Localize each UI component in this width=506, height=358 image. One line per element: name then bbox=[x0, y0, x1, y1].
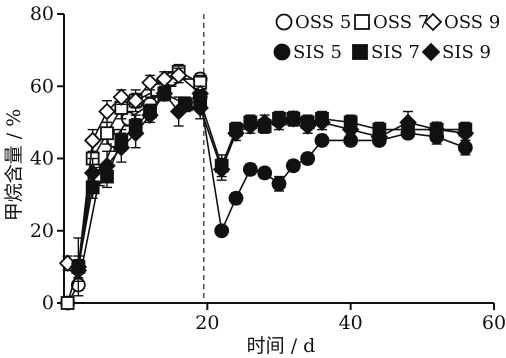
legend: OSS 5 OSS 7 OSS 9 SIS 5 SIS 7 SIS 9 bbox=[273, 12, 500, 63]
legend-marker-oss-9 bbox=[423, 12, 443, 32]
data-point-oss-9 bbox=[141, 73, 159, 92]
data-point-sis-9 bbox=[427, 120, 446, 139]
legend-label-oss-9: OSS 9 bbox=[444, 12, 500, 33]
data-point-oss-7 bbox=[100, 126, 114, 141]
data-point-sis-5 bbox=[257, 165, 273, 181]
data-point-sis-9 bbox=[141, 106, 159, 124]
data-point-sis-9 bbox=[255, 113, 274, 132]
data-point-sis-9 bbox=[270, 113, 288, 132]
y-axis-title: 甲烷含量 / % bbox=[3, 109, 25, 222]
legend-marker-oss-7 bbox=[354, 14, 370, 30]
x-tick-label: 20 bbox=[195, 312, 219, 334]
data-point-oss-9 bbox=[83, 131, 102, 150]
series-line-sis-5 bbox=[199, 96, 466, 234]
data-point-sis-5 bbox=[214, 223, 230, 239]
data-point-oss-9 bbox=[126, 91, 145, 110]
series-sis-5 bbox=[192, 89, 473, 239]
legend-item-sis-5: SIS 5 bbox=[273, 42, 342, 63]
data-point-sis-9 bbox=[212, 160, 231, 179]
legend-item-oss-5: OSS 5 bbox=[275, 12, 351, 33]
x-tick-label: 60 bbox=[482, 312, 506, 334]
data-point-oss-9 bbox=[98, 102, 116, 121]
data-point-sis-9 bbox=[313, 113, 331, 132]
legend-label-sis-9: SIS 9 bbox=[442, 42, 491, 63]
y-tick-label: 20 bbox=[30, 220, 54, 242]
legend-label-oss-7: OSS 7 bbox=[373, 12, 429, 33]
y-tick-label: 0 bbox=[42, 292, 54, 314]
data-point-sis-5 bbox=[300, 151, 316, 166]
data-point-sis-5 bbox=[228, 190, 244, 206]
legend-item-oss-9: OSS 9 bbox=[423, 12, 500, 33]
y-tick-label: 80 bbox=[30, 3, 54, 25]
y-tick-label: 40 bbox=[30, 148, 54, 170]
data-point-sis-9 bbox=[298, 117, 317, 135]
axes: 0 20 40 60 80 20 40 60 bbox=[30, 3, 506, 334]
data-point-oss-9 bbox=[169, 66, 188, 85]
data-point-sis-9 bbox=[241, 117, 260, 135]
data-point-sis-9 bbox=[341, 120, 360, 139]
data-point-sis-5 bbox=[314, 133, 330, 148]
y-tick-label: 60 bbox=[30, 75, 54, 97]
data-point-sis-9 bbox=[126, 124, 145, 142]
data-point-sis-9 bbox=[284, 109, 303, 128]
data-point-sis-9 bbox=[191, 99, 209, 117]
legend-label-sis-5: SIS 5 bbox=[293, 42, 342, 63]
data-point-sis-9 bbox=[456, 124, 475, 142]
data-point-sis-9 bbox=[155, 84, 174, 103]
legend-item-sis-9: SIS 9 bbox=[421, 42, 491, 63]
series-sis-9 bbox=[69, 84, 475, 283]
legend-marker-sis-9 bbox=[421, 42, 441, 62]
data-point-sis-9 bbox=[83, 164, 102, 182]
data-point-oss-7 bbox=[60, 296, 75, 310]
data-point-sis-5 bbox=[271, 176, 287, 192]
legend-marker-oss-5 bbox=[275, 13, 293, 31]
legend-item-oss-7: OSS 7 bbox=[354, 12, 429, 33]
data-point-sis-9 bbox=[112, 138, 131, 157]
legend-label-sis-7: SIS 7 bbox=[371, 42, 420, 63]
data-point-sis-5 bbox=[285, 158, 301, 174]
x-tick-label: 40 bbox=[339, 312, 363, 334]
data-point-sis-9 bbox=[399, 113, 417, 132]
data-point-sis-9 bbox=[370, 128, 389, 146]
legend-marker-sis-7 bbox=[352, 44, 368, 60]
series-layer bbox=[58, 63, 475, 311]
data-point-sis-5 bbox=[457, 140, 473, 156]
legend-item-sis-7: SIS 7 bbox=[352, 42, 420, 63]
series-line-sis-9 bbox=[77, 92, 466, 271]
data-point-sis-9 bbox=[69, 261, 88, 280]
data-point-oss-9 bbox=[112, 88, 131, 106]
data-point-sis-9 bbox=[98, 156, 116, 175]
series-line-oss-9 bbox=[67, 74, 201, 268]
legend-marker-sis-5 bbox=[273, 43, 291, 61]
x-axis-title: 时间 / d bbox=[247, 335, 316, 357]
data-point-sis-9 bbox=[169, 102, 188, 121]
data-point-sis-9 bbox=[227, 124, 245, 142]
data-point-sis-5 bbox=[242, 161, 258, 177]
legend-label-oss-5: OSS 5 bbox=[295, 12, 351, 33]
